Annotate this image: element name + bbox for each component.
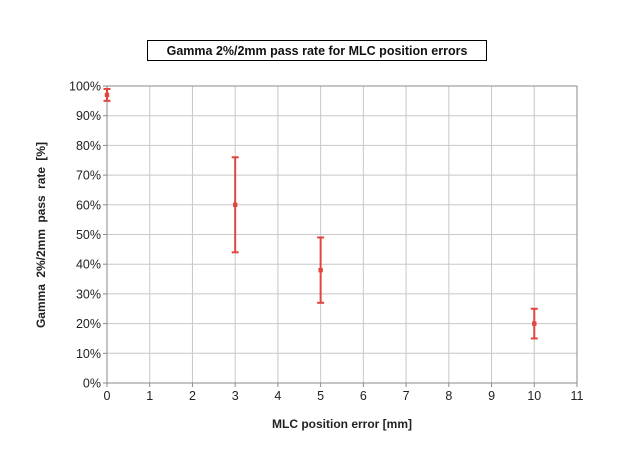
y-tick-label: 80%: [76, 139, 101, 153]
x-tick-label: 9: [488, 389, 495, 403]
y-tick-label: 10%: [76, 347, 101, 361]
x-tick-label: 0: [104, 389, 111, 403]
y-tick-label: 20%: [76, 317, 101, 331]
y-tick-label: 0%: [83, 377, 101, 391]
data-point: [530, 307, 538, 340]
x-tick-label: 7: [403, 389, 410, 403]
x-tick-label: 8: [445, 389, 452, 403]
data-point: [231, 156, 239, 254]
x-tick-label: 3: [232, 389, 239, 403]
x-tick-label: 6: [360, 389, 367, 403]
point-marker: [232, 202, 238, 207]
data-point: [103, 87, 111, 102]
x-tick-label: 10: [527, 389, 541, 403]
x-tick-label: 1: [146, 389, 153, 403]
x-tick-label: 2: [189, 389, 196, 403]
x-tick-label: 4: [274, 389, 281, 403]
x-tick-label: 11: [571, 389, 584, 403]
y-axis: 0% 10% 20% 30% 40% 50% 60% 70% 80% 90% 100%: [69, 80, 107, 391]
y-tick-label: 30%: [76, 287, 101, 301]
grid: [106, 85, 578, 384]
y-tick-label: 40%: [76, 258, 101, 272]
data-point: [317, 236, 325, 304]
y-tick-label: 50%: [76, 228, 101, 242]
chart-title: Gamma 2%/2mm pass rate for MLC position …: [147, 40, 487, 61]
y-tick-label: 70%: [76, 169, 101, 183]
y-tick-label: 100%: [69, 80, 101, 94]
point-marker: [532, 321, 537, 326]
y-tick-label: 60%: [76, 198, 101, 212]
data-series: [103, 87, 538, 340]
y-axis-label: Gamma 2%/2mm pass rate [%]: [34, 141, 48, 329]
point-marker: [318, 267, 323, 273]
x-tick-label: 5: [317, 389, 324, 403]
x-axis-label: MLC position error [mm]: [272, 417, 412, 431]
point-marker: [104, 92, 110, 98]
y-tick-label: 90%: [76, 109, 101, 123]
x-axis: 0 1 2 3 4 5 6 7 8 9 10 11: [104, 383, 584, 403]
